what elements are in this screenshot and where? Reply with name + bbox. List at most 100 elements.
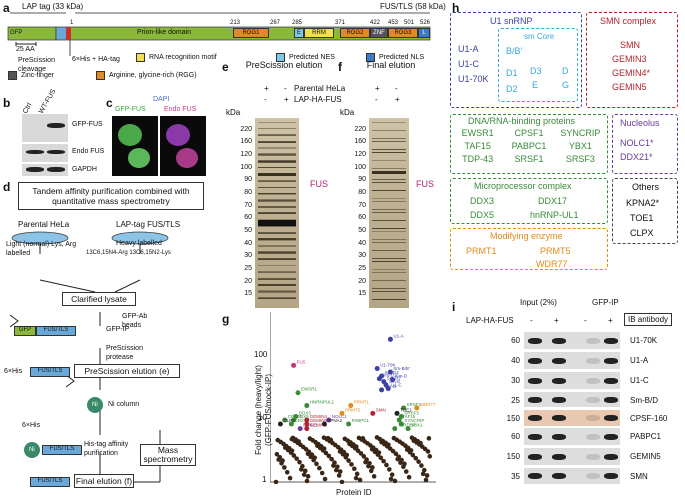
blot-antibody-name: GEMIN5 [630, 452, 661, 461]
nucleolus-box [612, 114, 678, 174]
pos-501: 501 [404, 20, 415, 26]
gel-band [258, 179, 296, 182]
gel-band [372, 212, 406, 214]
legend-rrm: RNA recognition motif [149, 54, 217, 61]
blot-mw: 30 [511, 376, 520, 385]
protein-point [368, 468, 374, 474]
nls-domain: L [418, 28, 430, 38]
gel-e [255, 118, 299, 308]
ni-label-2: Ni [29, 447, 35, 453]
protein-point [416, 459, 421, 464]
blot-band [528, 377, 542, 384]
legend-zinc-swatch [8, 71, 17, 80]
blot-mw: 150 [506, 452, 520, 461]
gel-band [258, 277, 296, 279]
micro-title: Microprocessor complex [474, 181, 572, 191]
point-label: TOE1 [400, 407, 412, 412]
lap-ha-fus-label: LAP-HA-FUS [466, 316, 514, 325]
protein-point [419, 463, 424, 468]
gel-band [258, 290, 296, 292]
workflow-title: Tandem affinity purification combined wi… [18, 182, 204, 210]
blot-band [604, 377, 618, 384]
rgg1-domain: RGG1 [233, 28, 269, 38]
panel-c-label: c [106, 96, 113, 110]
protein-point [391, 435, 397, 441]
isotopes-label: 13C6,15N4-Arg 13C6,15N2-Lys [86, 250, 171, 256]
gel-band [258, 213, 296, 215]
protein-point [287, 475, 293, 481]
blot-band [604, 433, 618, 440]
gel-band [258, 298, 296, 300]
gel-band [372, 141, 406, 143]
protein-point [357, 477, 363, 483]
protein-point [305, 451, 311, 457]
gel-band [258, 297, 296, 299]
gel-band [258, 291, 296, 293]
protein-point [282, 465, 287, 470]
point-cpsf1 [282, 417, 288, 423]
endo-fus-image [160, 116, 206, 176]
protein-point [322, 476, 328, 482]
point-label: U1-70K [380, 363, 395, 368]
clpx: CLPX [630, 228, 654, 238]
scatter-plot: U1-AU1-70KSm-B/B'Sm-D3Sm-D1Sm-D2Sm-ESm-G… [270, 312, 436, 484]
prescission-elution-box: PreScission elution (e) [74, 364, 180, 378]
blot-row [524, 352, 620, 369]
ib-antibody-label: IB antibody [624, 313, 673, 326]
marker-220: 220 [354, 125, 366, 133]
row-gfp-fus: GFP-FUS [72, 121, 103, 128]
panel-h-label: h [452, 1, 460, 15]
point-label: Sm-B/B' [393, 366, 410, 371]
fus-block-4: FUS/TLS [30, 477, 70, 487]
blot-band [604, 337, 618, 344]
blot-row [524, 332, 620, 349]
protein-point [276, 457, 281, 462]
point-label: TAF15 [402, 414, 416, 419]
legend-rgg-swatch [96, 71, 105, 80]
point-label: SRSF3 [404, 411, 419, 416]
protein-point [378, 455, 384, 460]
point-taf15 [396, 417, 402, 423]
protein-point [299, 467, 304, 472]
gel-band [258, 219, 296, 226]
marker-160: 160 [354, 138, 366, 146]
blot-band [528, 453, 542, 460]
i-sign-3: - [584, 316, 587, 325]
blot-band [528, 337, 542, 344]
parental-hela-row: Parental HeLa [294, 84, 346, 93]
input-label: Input (2%) [520, 298, 557, 307]
gel-band [258, 133, 296, 136]
blot-antibody-name: U1-C [630, 376, 649, 385]
scale-bar-label: 25 AA [16, 46, 35, 53]
protein-point [353, 475, 359, 481]
blot-band [586, 396, 600, 403]
marker-50: 50 [358, 226, 366, 234]
point-ybx1 [405, 426, 411, 432]
gel-band [258, 134, 296, 137]
protein-point [410, 452, 416, 458]
protein-point [346, 458, 351, 463]
gel-band [372, 190, 406, 192]
gel-band [258, 153, 296, 155]
gel-band [258, 180, 296, 183]
point-label: HNRNPUL1 [310, 400, 335, 405]
point-gemin5 [304, 421, 310, 427]
dna-item: TAF15 [464, 141, 491, 151]
gel-band [258, 258, 296, 261]
point-ddx21 [297, 426, 303, 432]
protein-point [339, 479, 345, 484]
gel-band [372, 201, 406, 203]
protein-point [321, 435, 327, 440]
protein-point [411, 438, 417, 443]
gel-band [258, 122, 296, 124]
protein-point [340, 451, 346, 457]
protein-point [423, 477, 429, 483]
dna-grid: EWSR1 CPSF1 SYNCRIP TAF15 PABPC1 YBX1 TD… [452, 128, 606, 164]
gel-band [372, 130, 406, 132]
marker-120: 120 [354, 150, 366, 158]
smn-item: SMN [620, 40, 640, 50]
protein-point [326, 453, 332, 459]
others-box [612, 178, 678, 244]
e-kda-label: kDa [226, 108, 241, 117]
panel-g-label: g [222, 312, 230, 326]
